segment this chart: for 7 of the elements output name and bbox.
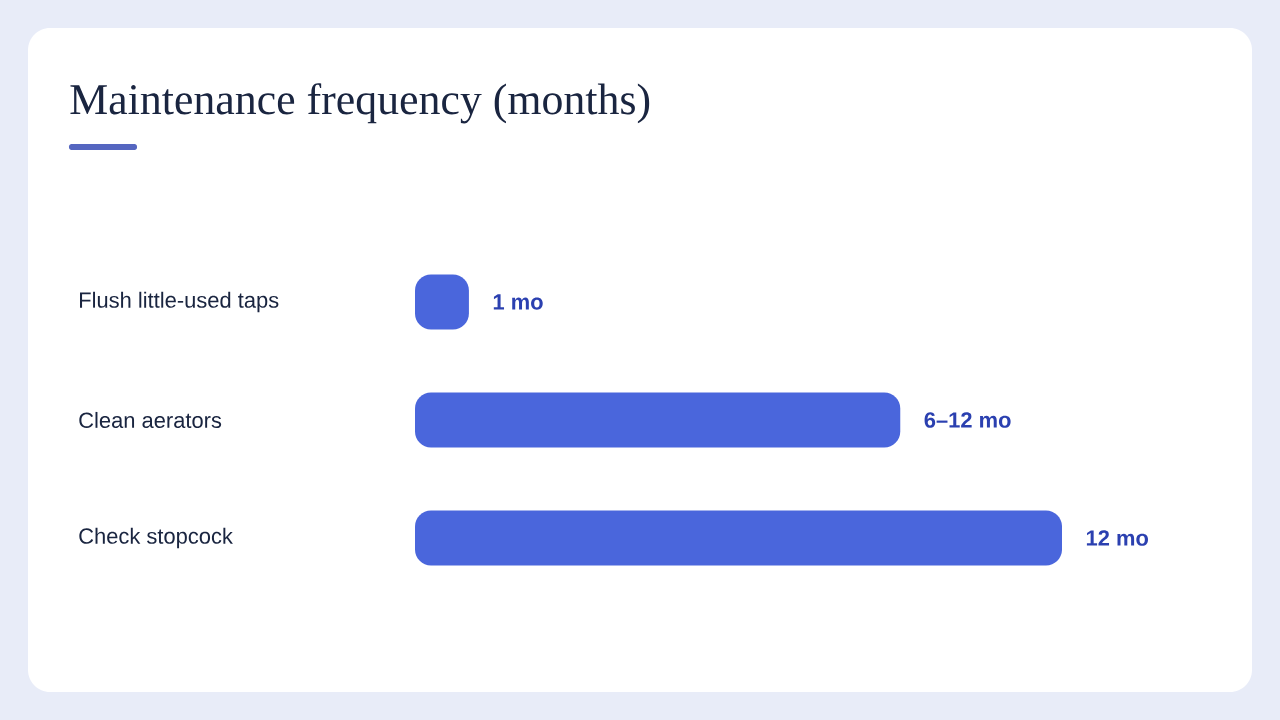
data-label: 6–12 mo [924,412,1011,428]
y-tick-label: Clean aerators [79,411,222,429]
data-label: 1 mo [493,294,543,310]
y-tick-label: Flush little-used taps [80,291,279,313]
data-label: 12 mo [1086,530,1148,546]
chart-title: Maintenance frequency (months) [70,83,650,124]
y-tick-label: Check stopcock [79,527,233,549]
